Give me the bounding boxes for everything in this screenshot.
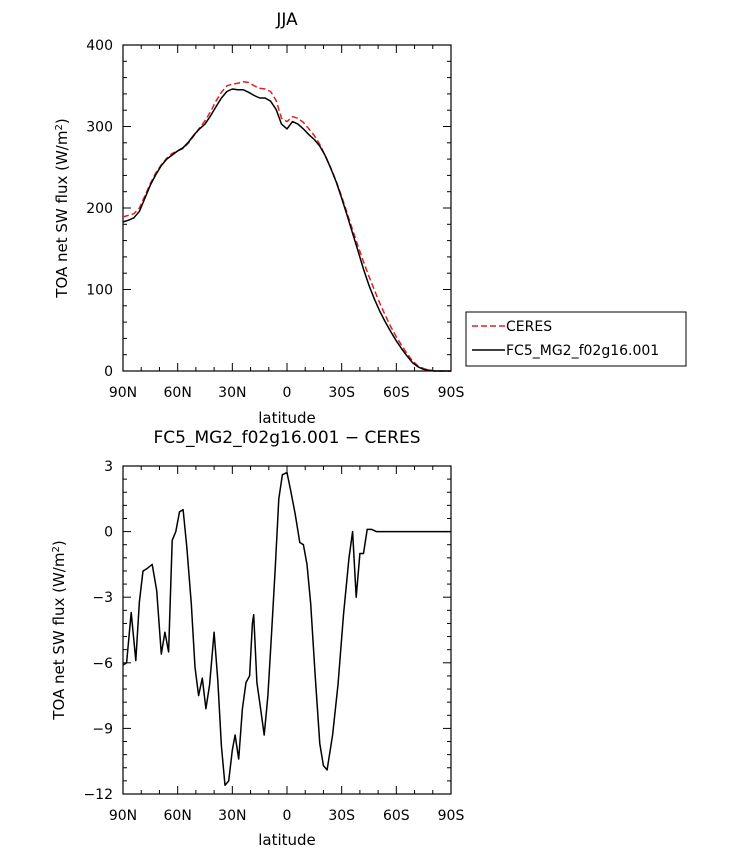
top-series-line-fc5-mg2-f02g16-001 — [122, 88, 451, 372]
legend-model-label: FC5_MG2_f02g16.001 — [506, 343, 659, 359]
bottom-x-tick-label: 0 — [283, 808, 292, 824]
bottom-x-tick-label: 90N — [109, 808, 137, 824]
bottom-y-tick-label: 3 — [104, 459, 113, 475]
top-series-line-ceres — [122, 80, 451, 372]
legend: CERES FC5_MG2_f02g16.001 — [465, 311, 687, 367]
legend-box — [465, 311, 687, 367]
top-x-tick-label: 90N — [109, 385, 137, 401]
top-x-tick-label: 30S — [328, 385, 355, 401]
top-y-tick-label: 400 — [86, 38, 113, 54]
top-x-axis-label: latitude — [258, 409, 316, 427]
bottom-y-tick-label: −6 — [92, 656, 113, 672]
bottom-y-tick-label: −9 — [92, 721, 113, 737]
top-x-tick-label: 60N — [164, 385, 192, 401]
top-y-tick-label: 200 — [86, 201, 113, 217]
bottom-y-tick-label: −12 — [83, 787, 113, 803]
top-x-ticks: 90N 60N 30N 0 30S 60S 90S — [109, 45, 465, 401]
top-plot-frame — [122, 44, 452, 372]
top-chart-title: JJA — [275, 10, 298, 30]
top-y-tick-label: 100 — [86, 283, 113, 299]
top-x-tick-label: 30N — [218, 385, 246, 401]
bottom-series-lines — [122, 471, 451, 787]
bottom-y-ticks: −12 −9 −6 −3 0 3 — [83, 459, 451, 803]
bottom-x-tick-label: 30N — [218, 808, 246, 824]
top-y-axis-label: TOA net SW flux (W/m2) — [53, 118, 71, 298]
bottom-x-ticks: 90N 60N 30N 0 30S 60S 90S — [109, 466, 465, 824]
bottom-y-axis-label: TOA net SW flux (W/m2) — [50, 540, 68, 720]
top-y-tick-label: 300 — [86, 120, 113, 136]
bottom-x-axis-label: latitude — [258, 831, 316, 849]
top-series-lines — [122, 80, 451, 372]
top-x-tick-label: 0 — [283, 385, 292, 401]
bottom-x-tick-label: 30S — [328, 808, 355, 824]
bottom-plot-frame — [122, 465, 452, 795]
bottom-chart-title: FC5_MG2_f02g16.001 − CERES — [153, 428, 420, 448]
top-x-tick-label: 60S — [383, 385, 410, 401]
bottom-x-tick-label: 90S — [438, 808, 465, 824]
bottom-y-tick-label: −3 — [92, 590, 113, 606]
bottom-panel: FC5_MG2_f02g16.001 − CERES −12 −9 −6 −3 0 3 9… — [50, 428, 464, 849]
bottom-x-tick-label: 60S — [383, 808, 410, 824]
bottom-y-tick-label: 0 — [104, 525, 113, 541]
legend-ceres-label: CERES — [506, 319, 552, 335]
top-x-tick-label: 90S — [438, 385, 465, 401]
bottom-series-line-difference — [122, 471, 451, 787]
bottom-x-tick-label: 60N — [164, 808, 192, 824]
top-y-tick-label: 0 — [104, 364, 113, 380]
top-y-ticks: 0 100 200 300 400 — [86, 38, 451, 380]
top-panel: JJA 0 100 200 300 400 90N 60N 30N 0 30S 60S 90S la… — [53, 10, 464, 427]
